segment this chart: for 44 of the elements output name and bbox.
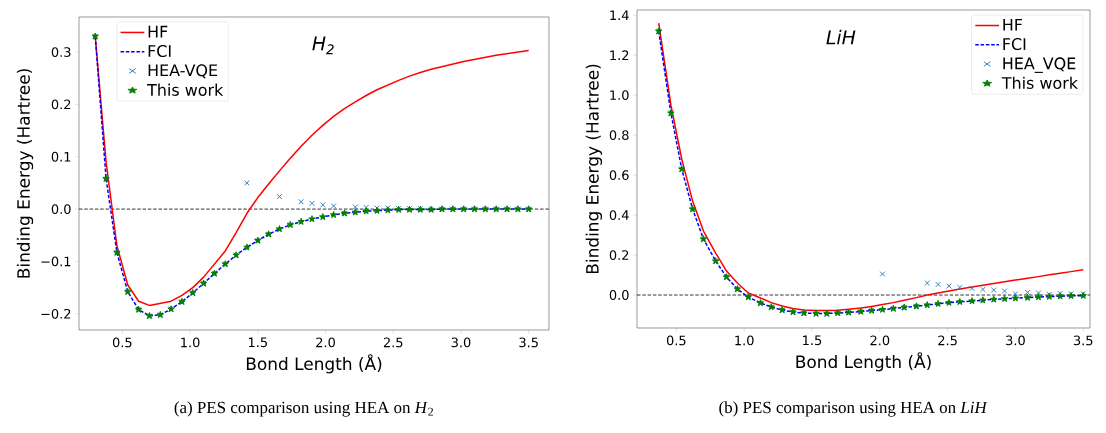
- y-tick-label: 1.0: [610, 90, 629, 101]
- x-tick-label: 3.5: [1073, 335, 1093, 346]
- legend-label: FCI: [148, 44, 171, 58]
- y-tick-label: 0.4: [609, 210, 629, 220]
- y-tick-label: 0.2: [51, 99, 71, 110]
- y-axis-title: Binding Energy (Hartree): [16, 69, 34, 278]
- y-tick-label: 0.1: [51, 151, 71, 162]
- x-tick-label: 0.5: [112, 337, 132, 348]
- legend-label: This work: [147, 83, 224, 96]
- text: H$_{2}$: [312, 36, 334, 55]
- legend-label: FCI: [1003, 38, 1026, 51]
- x-tick-label: 2.5: [938, 335, 957, 346]
- legend-label: HF: [148, 25, 168, 38]
- x-tick-label: 2.5: [383, 337, 403, 348]
- x-tick-label: 3.0: [1006, 335, 1025, 346]
- x-axis-title: Bond Length (Å): [246, 354, 382, 374]
- legend-label: HEA-VQE: [148, 64, 218, 79]
- x-tick-label: 1.5: [248, 337, 267, 348]
- text: LiH: [826, 29, 856, 45]
- legend-label: HF: [1003, 18, 1023, 31]
- text: (b) PES comparison using HEA on LiH: [719, 401, 988, 417]
- y-axis-title: Binding Energy (Hartree): [585, 64, 603, 274]
- y-tick-label: −0.2: [41, 308, 71, 319]
- y-tick-label: 0.6: [609, 170, 629, 180]
- y-tick-label: −0.1: [41, 256, 71, 267]
- x-tick-label: 2.0: [316, 337, 335, 348]
- x-tick-label: 3.0: [451, 337, 471, 348]
- x-tick-label: 1.5: [803, 335, 822, 346]
- y-tick-label: 1.4: [610, 10, 629, 20]
- legend-label: This work: [1001, 76, 1078, 89]
- x-axis-title: Bond Length (Å): [796, 352, 931, 372]
- y-tick-label: 0.0: [609, 290, 629, 300]
- y-tick-label: 1.2: [610, 50, 629, 60]
- x-tick-label: 3.5: [519, 337, 538, 348]
- y-tick-label: 0.2: [609, 250, 629, 260]
- y-tick-label: 0.8: [609, 130, 629, 141]
- x-tick-label: 2.0: [870, 335, 890, 346]
- y-tick-label: 0.0: [51, 204, 71, 214]
- y-tick-label: 0.3: [51, 47, 71, 57]
- x-tick-label: 0.5: [666, 335, 686, 346]
- x-tick-label: 1.0: [181, 337, 200, 348]
- text: (a) PES comparison using HEA on H$_{2}$: [174, 401, 433, 417]
- legend-label: HEA_VQE: [1003, 57, 1076, 73]
- x-tick-label: 1.0: [735, 335, 754, 346]
